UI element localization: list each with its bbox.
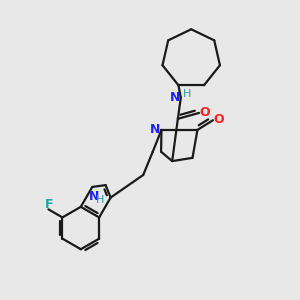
Text: O: O — [213, 112, 224, 126]
Text: N: N — [150, 123, 160, 136]
Text: N: N — [170, 91, 180, 103]
Text: N: N — [88, 190, 99, 203]
Text: F: F — [45, 198, 53, 211]
Text: H: H — [183, 89, 191, 99]
Text: O: O — [199, 106, 210, 118]
Text: H: H — [95, 195, 104, 205]
